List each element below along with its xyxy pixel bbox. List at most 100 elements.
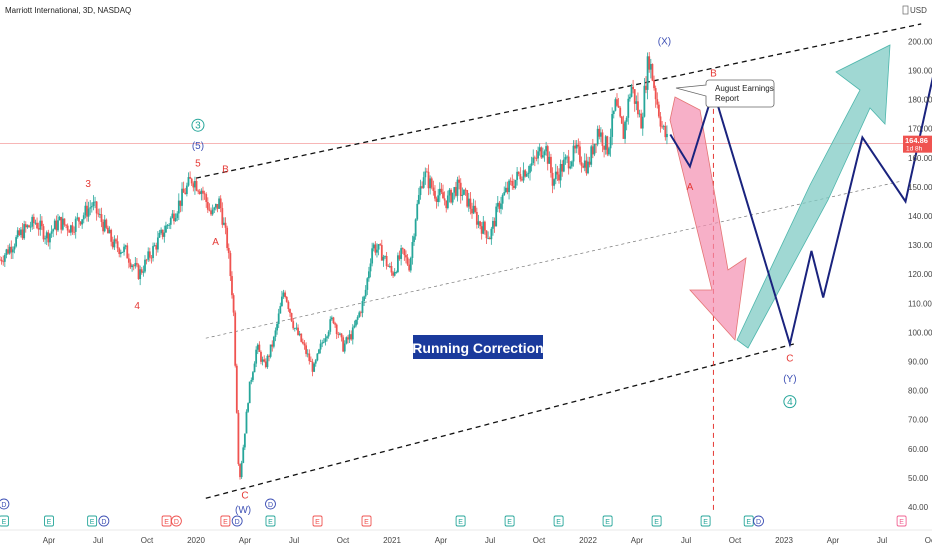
candle-body	[540, 147, 543, 158]
y-tick-label: 90.00	[908, 358, 929, 367]
candle-body	[66, 225, 69, 231]
candle-body	[179, 200, 182, 206]
x-tick-label: Oct	[337, 536, 350, 545]
candle-body	[264, 361, 267, 368]
candle-body	[189, 177, 191, 179]
banner-background	[413, 335, 543, 359]
candle-body	[121, 251, 124, 253]
event-marker-label: E	[164, 519, 169, 526]
wave-label-1: (5)	[192, 141, 204, 152]
candle-body	[467, 198, 470, 207]
candle-body	[537, 151, 539, 159]
candle-body	[512, 185, 515, 188]
candle-body	[471, 208, 473, 214]
candle-body	[587, 161, 589, 174]
candle-body	[361, 301, 364, 313]
x-tick-label: Apr	[435, 536, 448, 545]
candle-body	[519, 174, 522, 180]
candle-body	[231, 276, 233, 296]
candle-body	[197, 190, 200, 192]
candle-body	[548, 156, 551, 164]
candle-body	[36, 222, 38, 229]
candle-body	[326, 336, 328, 339]
candle-body	[119, 252, 122, 255]
candle-body	[397, 255, 399, 272]
chart-title: Marriott International, 3D, NASDAQ	[5, 6, 132, 15]
candle-body	[195, 180, 198, 191]
candle-body	[177, 200, 180, 214]
earnings-icon	[0, 515, 9, 527]
candle-body	[641, 116, 644, 129]
candle-body	[305, 345, 307, 354]
earnings-icon	[44, 515, 54, 527]
candle-body	[218, 198, 220, 209]
candle-body	[131, 265, 133, 268]
y-tick-label: 150.00	[908, 183, 932, 192]
candle-body	[55, 220, 58, 231]
earnings-callout-box	[675, 79, 775, 108]
wave-label-0: 3	[195, 121, 201, 132]
event-marker-label: E	[90, 519, 95, 526]
candle-body	[477, 221, 480, 225]
candle-body	[522, 170, 525, 181]
candle-body	[596, 128, 599, 145]
dividend-icon	[98, 515, 110, 527]
candle-body	[210, 210, 212, 215]
candle-body	[8, 246, 11, 254]
candle-body	[95, 201, 98, 214]
candle-body	[509, 180, 512, 182]
candle-body	[185, 185, 188, 195]
candle-body	[227, 247, 230, 254]
candle-body	[368, 271, 370, 279]
x-tick-label: Jul	[485, 536, 495, 545]
candle-body	[113, 239, 116, 248]
candle-body	[0, 259, 1, 261]
candle-body	[466, 190, 469, 207]
candle-body	[29, 226, 32, 228]
candle-body	[26, 225, 29, 228]
banner-running-correction: Running Correction	[412, 340, 543, 356]
candle-body	[377, 244, 380, 250]
candle-body	[388, 265, 391, 267]
event-marker-label: E	[364, 519, 369, 526]
x-tick-label: Apr	[631, 536, 644, 545]
candle-body	[469, 198, 472, 209]
candle-body	[572, 145, 575, 162]
candle-body	[487, 238, 490, 239]
candle-body	[15, 237, 18, 247]
candle-body	[223, 222, 225, 225]
candle-body	[372, 244, 375, 249]
event-marker-label: E	[223, 519, 228, 526]
candle-body	[627, 98, 630, 118]
candle-body	[31, 216, 34, 227]
candle-body	[530, 163, 533, 166]
candle-body	[561, 163, 564, 172]
candle-body	[57, 220, 59, 231]
candle-body	[417, 195, 420, 204]
candle-body	[472, 205, 475, 214]
candle-body	[44, 238, 47, 240]
candle-body	[422, 177, 425, 188]
candle-body	[140, 269, 143, 273]
candle-body	[443, 198, 446, 201]
candle-body	[506, 187, 509, 193]
candle-body	[541, 155, 544, 158]
candle-body	[214, 203, 217, 208]
candle-body	[192, 183, 195, 188]
earnings-icon	[455, 515, 466, 527]
candle-body	[132, 265, 135, 267]
candle-body	[11, 249, 14, 253]
candle-body	[632, 86, 635, 90]
candle-body	[28, 225, 30, 228]
candle-body	[387, 266, 390, 267]
x-tick-label: 2020	[187, 536, 205, 545]
candle-body	[516, 171, 519, 180]
candle-body	[311, 361, 314, 372]
candle-body	[524, 170, 527, 177]
event-marker-label: E	[605, 519, 610, 526]
y-tick-label: 130.00	[908, 241, 932, 250]
earnings-icon	[87, 515, 98, 527]
wave-label-13: (Y)	[783, 374, 796, 385]
earnings-icon	[265, 515, 276, 527]
candle-body	[184, 192, 187, 195]
